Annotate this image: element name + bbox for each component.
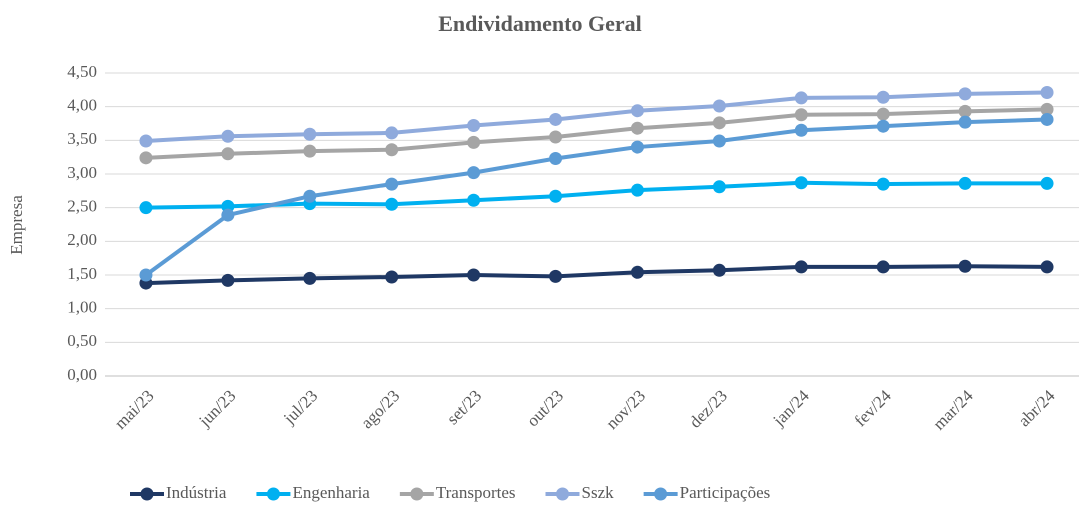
point xyxy=(1040,176,1054,190)
point xyxy=(876,90,890,104)
line xyxy=(145,264,1048,286)
legend-marker xyxy=(654,487,668,501)
legend-marker xyxy=(556,487,569,501)
point xyxy=(794,176,808,190)
point xyxy=(385,143,399,157)
legend-label: Participações xyxy=(680,483,771,502)
point xyxy=(712,99,726,113)
y-tick-label: 0,00 xyxy=(67,365,97,384)
point xyxy=(221,208,235,222)
point xyxy=(221,147,235,161)
x-tick-label: mai/23 xyxy=(111,386,158,433)
point xyxy=(958,87,972,101)
y-tick-label: 0,50 xyxy=(67,331,97,350)
point xyxy=(549,269,563,283)
point xyxy=(876,107,890,121)
x-tick-label: set/23 xyxy=(443,386,485,428)
point xyxy=(876,260,890,274)
legend-marker xyxy=(140,487,154,501)
point xyxy=(958,176,972,190)
y-tick-label: 2,50 xyxy=(67,197,97,216)
point xyxy=(630,104,644,118)
point xyxy=(630,140,644,154)
point xyxy=(630,265,644,279)
point xyxy=(876,119,890,133)
line xyxy=(145,180,1048,210)
point xyxy=(712,180,726,194)
y-axis-label: Empresa xyxy=(7,195,26,255)
point xyxy=(221,129,235,143)
point xyxy=(958,104,972,118)
line xyxy=(144,117,1048,277)
y-tick-label: 1,50 xyxy=(67,264,97,283)
point xyxy=(303,271,317,285)
line xyxy=(145,107,1048,160)
y-tick-label: 1,00 xyxy=(67,298,97,317)
x-tick-label: nov/23 xyxy=(602,386,649,433)
point xyxy=(1040,112,1054,126)
point xyxy=(467,193,481,207)
point xyxy=(467,166,481,180)
y-tick-label: 3,00 xyxy=(67,163,97,182)
point xyxy=(303,144,317,158)
x-tick-label: abr/24 xyxy=(1014,386,1058,430)
point xyxy=(139,151,153,165)
x-tick-label: fev/24 xyxy=(851,386,895,430)
point xyxy=(139,134,153,148)
point xyxy=(549,130,563,144)
point xyxy=(467,135,481,149)
x-tick-label: jun/23 xyxy=(195,386,240,431)
point xyxy=(467,268,481,282)
point xyxy=(467,119,481,133)
point xyxy=(712,134,726,148)
legend-label: Indústria xyxy=(166,483,227,502)
point xyxy=(958,115,972,129)
point xyxy=(549,189,563,203)
legend-label: Sszk xyxy=(582,483,615,502)
point xyxy=(876,177,890,191)
x-tick-label: dez/23 xyxy=(685,386,730,431)
x-tick-label: mar/24 xyxy=(929,386,977,434)
legend-label: Engenharia xyxy=(292,483,370,502)
point xyxy=(139,201,153,215)
point xyxy=(303,127,317,141)
legend-label: Transportes xyxy=(436,483,516,502)
point xyxy=(794,91,808,105)
point xyxy=(385,126,399,140)
point xyxy=(549,152,563,166)
y-tick-label: 4,00 xyxy=(67,96,97,115)
y-tick-label: 3,50 xyxy=(67,129,97,148)
point xyxy=(385,197,399,211)
point xyxy=(1040,102,1054,116)
point xyxy=(794,108,808,122)
x-tick-label: ago/23 xyxy=(357,386,403,432)
point xyxy=(1040,86,1054,100)
legend-marker xyxy=(266,487,280,501)
x-tick-label: out/23 xyxy=(523,386,567,430)
y-tick-label: 2,00 xyxy=(67,230,97,249)
point xyxy=(385,270,399,284)
point xyxy=(794,123,808,137)
point xyxy=(630,121,644,135)
chart-title: Endividamento Geral xyxy=(438,11,642,36)
point xyxy=(958,259,972,273)
point xyxy=(303,189,317,203)
point xyxy=(712,263,726,277)
point xyxy=(139,268,153,282)
point xyxy=(794,260,808,274)
point xyxy=(630,183,644,197)
point xyxy=(549,112,563,126)
x-tick-label: jan/24 xyxy=(769,386,814,431)
legend-marker xyxy=(410,487,424,501)
x-tick-label: jul/23 xyxy=(279,386,321,428)
point xyxy=(712,116,726,130)
point xyxy=(221,273,235,287)
point xyxy=(385,177,399,191)
line xyxy=(145,90,1048,144)
point xyxy=(1040,260,1054,274)
y-tick-label: 4,50 xyxy=(67,62,97,81)
